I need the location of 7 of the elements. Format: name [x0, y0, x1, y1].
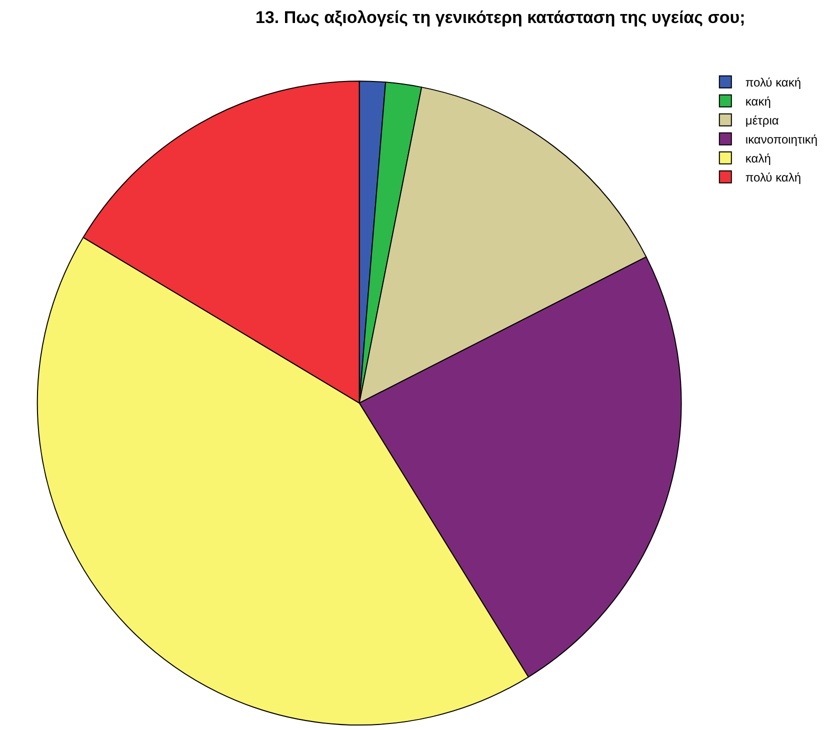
legend-label: μέτρια — [745, 114, 779, 128]
legend-label: ικανοποιητική — [745, 132, 818, 147]
legend-label: καλή — [745, 152, 771, 166]
legend-label: πολύ κακή — [745, 76, 802, 90]
legend-label: κακή — [745, 94, 771, 109]
chart-title: 13. Πως αξιολογείς τη γενικότερη κατάσταση της υγείας σου; — [256, 8, 746, 27]
legend-label: πολύ καλή — [745, 170, 802, 185]
